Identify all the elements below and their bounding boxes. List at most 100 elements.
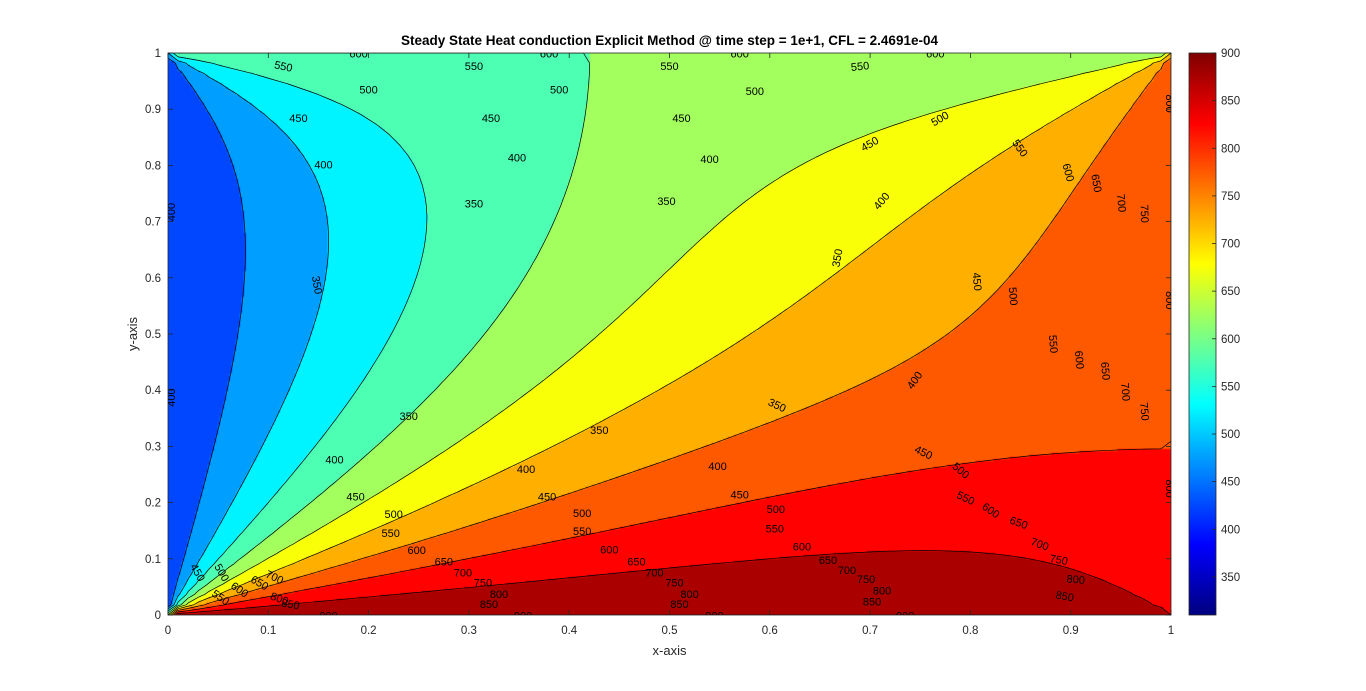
contour-label: 700 [645,567,663,579]
x-tick-label: 0.7 [862,625,878,637]
contour-label: 450 [970,272,984,291]
contour-label: 900 [514,611,532,623]
temperature-field [168,53,1171,615]
x-tick-label: 1 [1168,625,1174,637]
contour-label: 700 [1114,193,1128,212]
contour-label: 350 [830,248,845,268]
contour-label: 350 [590,425,608,437]
contour-label: 500 [746,86,764,98]
colorbar-tick-label: 450 [1221,477,1240,489]
contour-label: 800 [1163,479,1175,497]
contour-labels: 600 600 600 600 550 550 550 550 500 500 500 500 450 4… [166,49,1175,623]
contour-line-550 [168,53,428,612]
contour-line-700 [169,53,1171,615]
colorbar-tick-label: 600 [1221,334,1240,346]
colorbar-tick-label: 650 [1221,286,1240,298]
contour-label: 500 [385,509,403,521]
contour-label: 600 [731,49,749,61]
y-tick-label: 0.6 [145,273,161,285]
contour-label: 900 [319,611,337,623]
contour-label: 450 [672,113,690,125]
contour-label: 800 [680,589,698,601]
contour-label: 450 [482,113,500,125]
y-tick-label: 0.7 [145,217,161,229]
contour-label: 550 [850,60,870,74]
contour-label: 850 [280,597,300,612]
x-tick-label: 0.3 [461,625,477,637]
contour-label: 350 [465,199,483,211]
contour-label: 400 [166,203,178,221]
x-tick-label: 0 [165,625,171,637]
colorbar-tick-label: 350 [1221,572,1240,584]
colorbar-gradient [1189,53,1216,615]
contour-line-650 [168,53,1167,615]
contour-label: 500 [359,85,377,97]
colorbar-tick-label: 500 [1221,429,1240,441]
y-tick-label: 1 [155,48,161,60]
contour-label: 800 [1163,94,1175,112]
x-axis-ticks: 0 0.1 0.2 0.3 0.4 0.5 0.6 0.7 0.8 0.9 1 [165,53,1174,637]
contour-label: 600 [926,49,944,61]
contour-label: 400 [517,464,535,476]
contour-plot-area: 600 600 600 600 550 550 550 550 500 500 500 500 450 4… [166,49,1175,623]
contour-line-600 [168,53,591,614]
contour-line-750 [171,57,1171,615]
contour-label: 850 [670,599,688,611]
y-tick-label: 0.3 [145,441,161,453]
x-tick-label: 0.1 [260,625,276,637]
contour-label: 400 [166,388,178,406]
y-tick-label: 0.8 [145,160,161,172]
contour-label: 750 [665,578,683,590]
y-axis-ticks: 0 0.1 0.2 0.3 0.4 0.5 0.6 0.7 0.8 0.9 1 [145,48,1171,622]
contour-label: 400 [708,461,726,473]
contour-label: 550 [660,61,678,73]
contour-label: 550 [1046,334,1060,353]
contour-label: 500 [1006,287,1020,306]
x-tick-label: 0.6 [762,625,778,637]
contour-label: 800 [1066,573,1085,587]
colorbar-tick-label: 900 [1221,48,1240,60]
x-axis-label: x-axis [653,643,687,658]
contour-label: 850 [1055,589,1075,604]
x-tick-label: 0.8 [962,625,978,637]
contour-label: 650 [1008,515,1029,533]
y-tick-label: 0 [155,610,161,622]
contour-label: 550 [382,528,400,540]
y-tick-label: 0.9 [145,104,161,116]
contour-line-450 [168,57,246,608]
colorbar-tick-label: 550 [1221,381,1240,393]
contour-label: 700 [1118,382,1132,401]
contour-label: 700 [1029,536,1050,554]
contour-label: 850 [863,597,881,609]
colorbar-tick-label: 800 [1221,143,1240,155]
contour-label: 900 [705,611,723,623]
colorbar: 350 400 450 500 550 600 650 700 750 800 850 900 [1188,48,1240,616]
contour-label: 800 [873,585,891,597]
contour-label: 600 [793,542,811,554]
contour-label: 450 [289,113,307,125]
contour-label: 400 [314,159,332,171]
y-tick-label: 0.4 [145,385,162,397]
colorbar-tick-label: 400 [1221,524,1240,536]
contour-line-800 [173,63,1171,615]
contour-label: 800 [1163,291,1175,309]
contour-label: 400 [508,153,526,165]
contour-label: 600 [349,49,367,61]
contour-label: 750 [857,574,875,586]
contour-label: 600 [540,49,558,61]
contour-label: 550 [273,59,293,75]
contour-label: 800 [269,591,290,609]
colorbar-frame [1188,52,1217,616]
contour-label: 600 [600,544,618,556]
colorbar-ticks: 350 400 450 500 550 600 650 700 750 800 850 900 [1212,48,1240,584]
contour-label: 900 [896,611,914,623]
contour-label: 600 [1072,350,1086,369]
contour-label: 600 [408,545,426,557]
colorbar-tick-label: 700 [1221,239,1240,251]
contour-label: 450 [538,492,556,504]
contour-label: 650 [819,555,837,567]
colorbar-tick-label: 750 [1221,191,1240,203]
y-axis-label: y-axis [125,317,140,351]
y-tick-label: 0.1 [145,554,161,566]
